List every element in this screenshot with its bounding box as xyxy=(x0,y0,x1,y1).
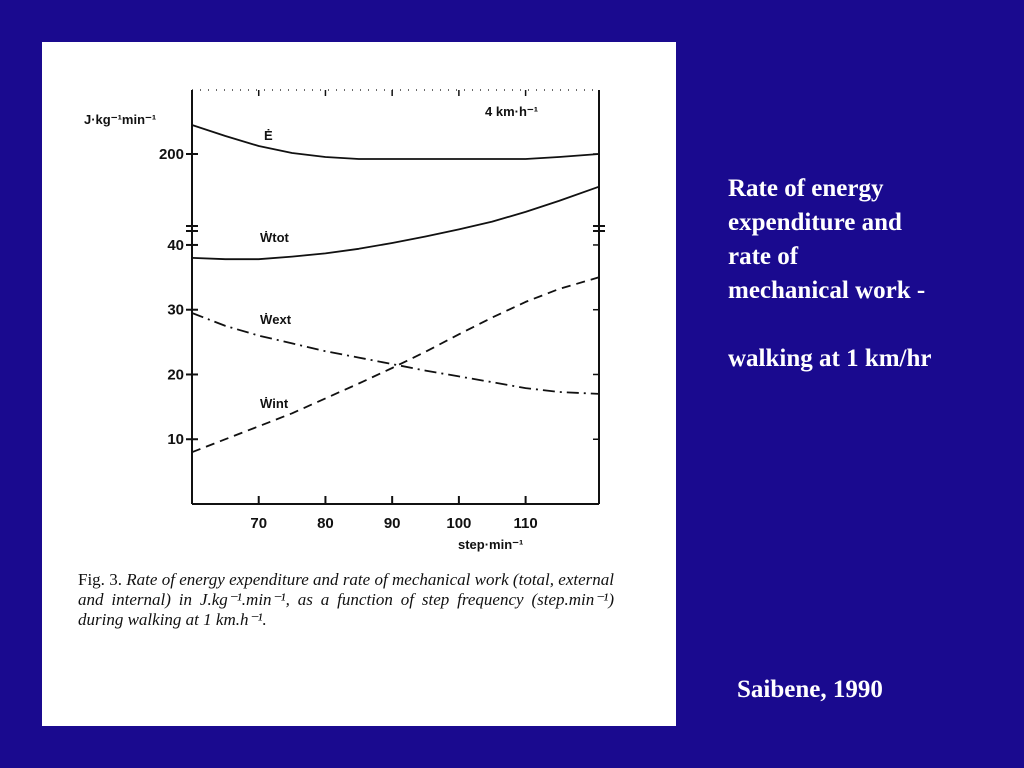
series-line-2 xyxy=(191,185,600,261)
caption-lead: Fig. 3. xyxy=(78,570,122,589)
series-labels: Ė Ẇtot Ẇext Ẇint xyxy=(260,128,292,411)
slide-heading: Rate of energy expenditure and rate of m… xyxy=(728,172,1010,376)
y-tick-label: 10 xyxy=(167,431,184,448)
figure-caption: Fig. 3. Rate of energy expenditure and r… xyxy=(78,570,614,630)
y-tick-label: 20 xyxy=(167,366,184,383)
y-tick-label: 40 xyxy=(167,237,184,254)
series-label: Ė xyxy=(264,128,273,143)
series-line-3 xyxy=(191,312,600,395)
series-label: Ẇext xyxy=(260,312,292,327)
x-tick-label: 70 xyxy=(250,515,267,532)
series-line-4 xyxy=(191,276,600,454)
x-tick-label: 110 xyxy=(514,515,538,532)
chart: 70 80 90 100 110 10 20 30 40 200 Ė Ẇtot Ẇext Ẇint J·… xyxy=(84,89,605,552)
ticks: 70 80 90 100 110 10 20 30 40 200 xyxy=(159,90,599,532)
series-lines xyxy=(191,124,600,454)
heading-line: mechanical work - xyxy=(728,277,926,304)
x-tick-label: 80 xyxy=(317,515,334,532)
slide-subheading: walking at 1 km/hr xyxy=(728,345,932,372)
heading-line: rate of xyxy=(728,243,799,270)
caption-body: Rate of energy expenditure and rate of m… xyxy=(78,570,614,629)
figure-panel: 70 80 90 100 110 10 20 30 40 200 Ė Ẇtot Ẇext Ẇint J·… xyxy=(42,42,676,726)
y-axis-label: J·kg⁻¹min⁻¹ xyxy=(84,112,156,127)
y-tick-label: 30 xyxy=(167,302,184,319)
heading-line: Rate of energy xyxy=(728,175,884,202)
heading-line: expenditure and xyxy=(728,209,902,236)
axes xyxy=(186,89,605,505)
x-axis-label: step·min⁻¹ xyxy=(458,537,523,552)
chart-annotation: 4 km·h⁻¹ xyxy=(485,104,538,119)
series-label: Ẇint xyxy=(260,396,289,411)
slide-credit: Saibene, 1990 xyxy=(737,676,883,703)
series-line-1 xyxy=(191,124,600,160)
x-tick-label: 90 xyxy=(384,515,401,532)
series-label: Ẇtot xyxy=(260,230,290,245)
y-tick-label: 200 xyxy=(159,146,184,163)
x-tick-label: 100 xyxy=(446,515,471,532)
